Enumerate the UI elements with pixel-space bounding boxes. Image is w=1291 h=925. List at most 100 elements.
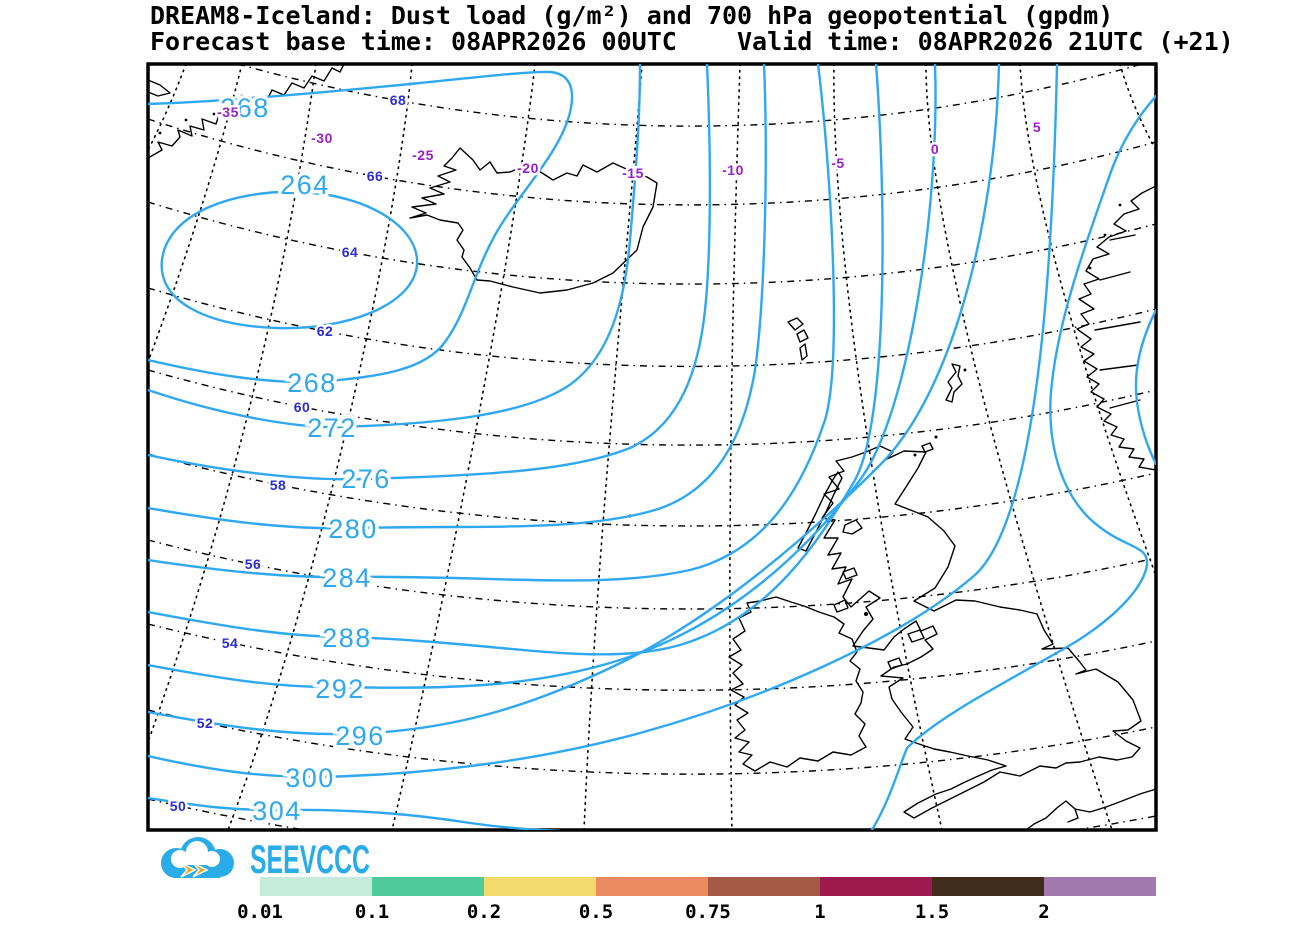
map-subtitle-times: Forecast base time: 08APR2026 00UTC Vali…: [150, 27, 1234, 56]
contour-label: 284: [322, 563, 372, 593]
latitude-line-64: [148, 201, 1156, 285]
meridian-minus40: [148, 64, 187, 151]
coastline-france: [1025, 788, 1156, 830]
contour-label: 304: [252, 796, 302, 826]
norway-skerry: [1118, 203, 1122, 207]
contour-label: 272: [307, 413, 357, 443]
colorbar-tick-label: 0.2: [466, 901, 502, 923]
coastline-greenland: [148, 64, 345, 159]
colorbar-tick-label: 1: [814, 901, 826, 923]
norway-skerry: [1103, 233, 1107, 237]
longitude-label: -20: [517, 160, 539, 176]
meridian-minus20: [391, 64, 536, 830]
meridian-minus5: [833, 64, 943, 830]
contour-label: 268: [287, 368, 337, 398]
contour-296: [148, 64, 1001, 736]
latitude-label: 56: [245, 556, 262, 572]
meridian-0: [925, 64, 1113, 830]
seevccc-logo: [161, 837, 234, 878]
latitude-line-50-east: [1074, 815, 1156, 830]
contour-label: 288: [322, 623, 372, 653]
meridian-minus10: [729, 64, 741, 830]
title-block: DREAM8-Iceland: Dust load (g/m²) and 700…: [150, 3, 1234, 55]
coastline-iceland: [409, 147, 658, 294]
colorbar-segment: [484, 877, 596, 896]
latitude-line-54: [148, 623, 1156, 691]
latitude-label: 68: [390, 92, 407, 108]
cloud-icon: [161, 837, 234, 878]
latitude-line-62: [148, 287, 1156, 368]
island-anglesey: [887, 657, 903, 670]
colorbar-tick-label: 0.75: [685, 901, 731, 923]
colorbar-tick-label: 1.5: [914, 901, 950, 923]
norway-fjord-lines: [1094, 234, 1141, 409]
latitude-line-66: [148, 118, 1156, 206]
colorbar-tick-label: 2: [1038, 901, 1050, 923]
latitude-label: 62: [317, 323, 334, 339]
latitude-line-56: [148, 539, 1156, 610]
latitude-label: 50: [170, 798, 187, 814]
coastline-faroe-islands: [787, 317, 809, 361]
colorbar-segment: [820, 877, 932, 896]
coastline-norway: [1076, 185, 1156, 471]
contour-268: [148, 70, 574, 384]
island-man: [907, 629, 925, 643]
longitude-label: -5: [831, 155, 844, 171]
contour-272: [148, 64, 642, 429]
island-skye: [842, 519, 863, 535]
colorbar: [260, 877, 1156, 896]
meridian-minus30: [148, 64, 317, 743]
meridian-minus15: [583, 64, 643, 830]
orkney-islet: [934, 435, 938, 439]
latitude-label: 54: [222, 635, 239, 651]
norway-skerry: [1088, 266, 1092, 270]
latitude-label: 58: [270, 477, 287, 493]
orkney-islet: [913, 453, 917, 457]
meridian-5: [1019, 64, 1156, 577]
greenland-islet: [212, 112, 216, 116]
shetland-islet: [963, 368, 967, 372]
contour-corner-arc: [1134, 308, 1156, 466]
coastline-shetland: [945, 363, 963, 403]
contour-label: 276: [341, 464, 391, 494]
coastline-great-britain: [821, 445, 1142, 819]
coastline-greenland-spit: [148, 79, 171, 97]
island-mull: [842, 567, 858, 580]
colorbar-segment: [596, 877, 708, 896]
contour-292: [148, 64, 937, 689]
contour-284: [148, 64, 836, 582]
meridian-10: [1119, 64, 1156, 151]
longitude-label: -25: [412, 147, 434, 163]
longitude-label: -15: [622, 165, 644, 181]
colorbar-segment: [708, 877, 820, 896]
latitude-line-52: [148, 709, 1156, 775]
map-title: DREAM8-Iceland: Dust load (g/m²) and 700…: [150, 1, 1114, 30]
contour-label: 296: [335, 721, 385, 751]
greenland-islet: [184, 118, 188, 122]
contour-label: 264: [280, 170, 330, 200]
geopotential-contours: [148, 64, 1156, 830]
latitude-line-60: [148, 369, 1156, 446]
contour-288: [148, 64, 884, 656]
contour-276: [148, 64, 712, 481]
longitude-label: -35: [217, 104, 239, 120]
island-arran: [864, 612, 868, 616]
latitude-label: 64: [342, 244, 359, 260]
contour-280: [148, 64, 767, 530]
arrow-icon: [180, 862, 209, 878]
logo-text: SEEVCCC: [250, 838, 370, 882]
longitude-label: 0: [931, 141, 939, 157]
colorbar-tick-label: 0.5: [578, 901, 614, 923]
contour-label: 300: [285, 763, 335, 793]
contour-308-trough: [870, 94, 1156, 830]
meridian-minus25: [227, 64, 413, 830]
island-islay: [833, 599, 849, 613]
coastline-ireland: [728, 596, 867, 772]
latitude-label: 60: [294, 399, 311, 415]
colorbar-segment: [260, 877, 372, 896]
colorbar-segment: [1044, 877, 1156, 896]
latitude-line-68: [237, 64, 1143, 127]
contour-300: [148, 64, 1059, 779]
